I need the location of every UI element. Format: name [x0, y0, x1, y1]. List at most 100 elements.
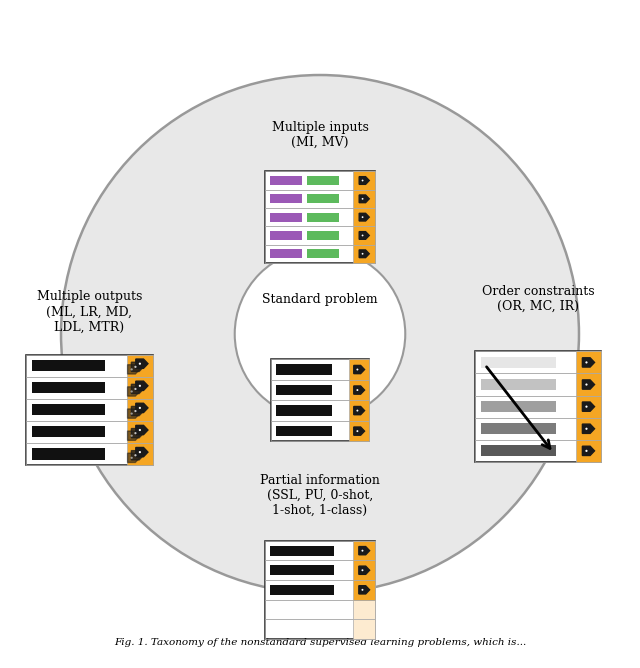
Text: Multiple outputs
(ML, LR, MD,
LDL, MTR): Multiple outputs (ML, LR, MD, LDL, MTR)	[36, 291, 142, 333]
Circle shape	[139, 451, 141, 453]
Bar	[349, 380, 369, 400]
Circle shape	[134, 454, 136, 456]
Polygon shape	[359, 566, 370, 574]
Circle shape	[356, 369, 358, 371]
Bar	[576, 440, 601, 462]
Bar	[270, 231, 302, 240]
Text: Fig. 1. Taxonomy of the nonstandard supervised learning problems, which is...: Fig. 1. Taxonomy of the nonstandard supe…	[114, 638, 526, 647]
Polygon shape	[359, 176, 369, 184]
Bar	[307, 231, 339, 240]
Circle shape	[586, 405, 588, 407]
Bar	[270, 565, 333, 575]
Circle shape	[362, 180, 364, 182]
Bar	[353, 580, 375, 600]
Circle shape	[356, 409, 358, 411]
Bar	[576, 373, 601, 395]
Polygon shape	[127, 387, 140, 396]
Bar	[576, 418, 601, 440]
Bar	[475, 418, 601, 440]
Text: Standard problem: Standard problem	[262, 293, 378, 306]
Bar	[265, 190, 375, 208]
Circle shape	[131, 412, 132, 415]
Bar	[481, 357, 556, 368]
Bar	[26, 421, 152, 443]
Bar	[265, 244, 375, 263]
Bar	[265, 619, 375, 639]
Bar	[127, 377, 152, 399]
Bar	[271, 421, 369, 442]
Polygon shape	[582, 446, 595, 456]
Circle shape	[131, 457, 132, 459]
Bar	[475, 351, 601, 373]
FancyArrowPatch shape	[486, 367, 550, 448]
Circle shape	[61, 75, 579, 593]
Polygon shape	[359, 232, 369, 239]
Circle shape	[131, 368, 132, 371]
Bar	[576, 395, 601, 418]
Circle shape	[362, 198, 364, 200]
Polygon shape	[136, 426, 148, 435]
Polygon shape	[127, 431, 140, 440]
Bar	[475, 440, 601, 462]
Circle shape	[356, 389, 358, 391]
Bar	[265, 172, 375, 263]
Polygon shape	[354, 365, 365, 373]
Circle shape	[134, 432, 136, 434]
Polygon shape	[354, 386, 365, 394]
Circle shape	[362, 216, 364, 218]
Bar	[576, 351, 601, 373]
Circle shape	[139, 407, 141, 409]
Polygon shape	[354, 427, 365, 436]
Bar	[276, 385, 332, 395]
Bar	[353, 226, 375, 244]
Bar	[270, 176, 302, 185]
Bar	[26, 377, 152, 399]
Circle shape	[586, 450, 588, 452]
Circle shape	[139, 385, 141, 387]
Bar	[265, 541, 375, 639]
Polygon shape	[359, 213, 369, 221]
Circle shape	[235, 248, 405, 420]
Bar	[481, 424, 556, 434]
Bar	[33, 382, 105, 393]
Polygon shape	[131, 451, 143, 460]
Bar	[271, 380, 369, 400]
Bar	[270, 585, 333, 595]
Bar	[270, 194, 302, 203]
Polygon shape	[359, 250, 369, 258]
Polygon shape	[131, 384, 143, 393]
Bar	[270, 212, 302, 222]
Bar	[265, 600, 375, 619]
Bar	[127, 443, 152, 465]
Circle shape	[362, 253, 364, 255]
Bar	[276, 405, 332, 415]
Bar	[33, 448, 105, 460]
Bar	[33, 404, 105, 415]
Bar	[307, 212, 339, 222]
Bar	[26, 355, 152, 377]
Bar	[265, 560, 375, 580]
Circle shape	[362, 569, 364, 571]
Circle shape	[356, 430, 358, 432]
Polygon shape	[131, 429, 143, 438]
Polygon shape	[359, 586, 370, 594]
Circle shape	[586, 428, 588, 430]
Bar	[265, 226, 375, 244]
Bar	[26, 399, 152, 421]
Circle shape	[362, 550, 364, 552]
Bar	[265, 580, 375, 600]
Circle shape	[139, 363, 141, 365]
Bar	[475, 373, 601, 395]
Text: Multiple inputs
(MI, MV): Multiple inputs (MI, MV)	[271, 121, 369, 149]
Polygon shape	[127, 409, 140, 418]
Bar	[475, 395, 601, 418]
Polygon shape	[582, 380, 595, 389]
Bar	[307, 176, 339, 185]
Circle shape	[362, 234, 364, 236]
Bar	[307, 194, 339, 203]
Circle shape	[134, 366, 136, 368]
Circle shape	[362, 589, 364, 591]
Polygon shape	[136, 403, 148, 413]
Bar	[349, 421, 369, 442]
Polygon shape	[131, 406, 143, 415]
